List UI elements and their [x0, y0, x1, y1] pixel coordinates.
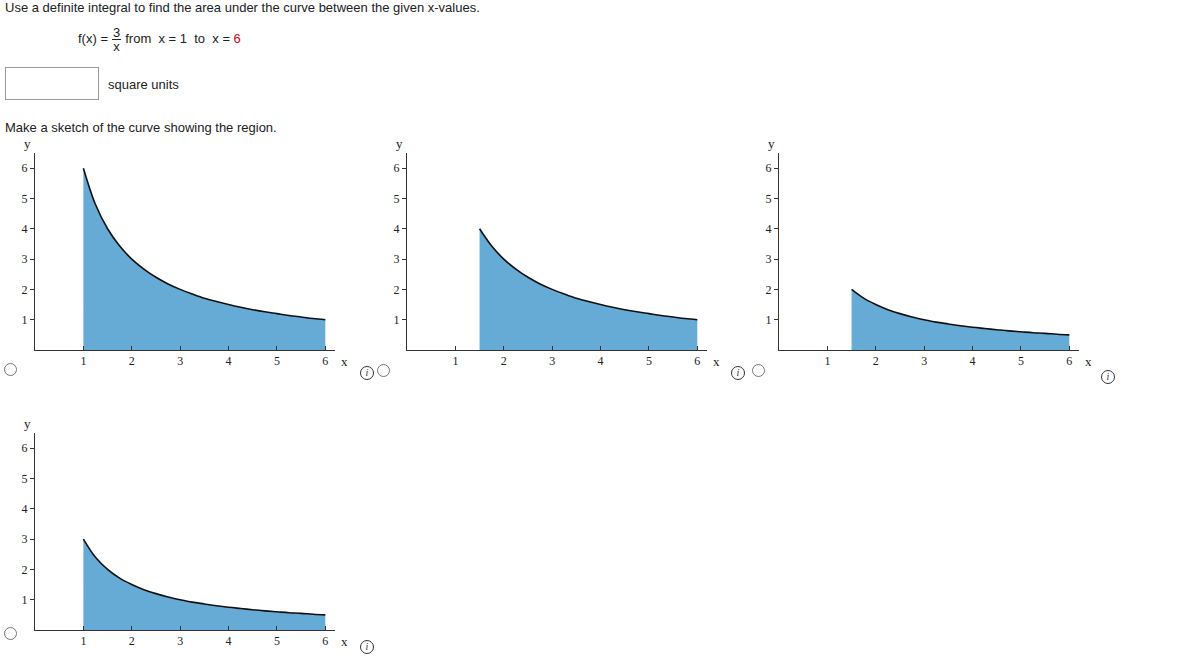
svg-text:2: 2 [129, 354, 135, 368]
svg-text:1: 1 [394, 313, 400, 327]
svg-text:1: 1 [22, 593, 28, 607]
svg-text:2: 2 [22, 563, 28, 577]
svg-text:6: 6 [22, 441, 28, 455]
svg-text:6: 6 [394, 161, 400, 175]
svg-text:2: 2 [394, 283, 400, 297]
svg-text:4: 4 [394, 222, 400, 236]
html-text:i: i [365, 641, 369, 652]
html-text:i: i [736, 367, 740, 378]
html-text:i: i [1106, 371, 1110, 382]
svg-text:5: 5 [22, 472, 28, 486]
svg-text:3: 3 [549, 354, 555, 368]
html-text:Use a definite integral to fin: Use a definite integral to find the area… [5, 0, 480, 15]
svg-text:x: x [341, 354, 348, 369]
svg-text:3: 3 [394, 252, 400, 266]
html-text:from x = 1 to x = 6: from x = 1 to x = 6 [125, 30, 241, 46]
svg-text:3: 3 [766, 252, 772, 266]
svg-text:4: 4 [598, 354, 604, 368]
svg-text:2: 2 [129, 634, 135, 648]
svg-text:y: y [768, 136, 775, 151]
svg-text:1: 1 [80, 354, 86, 368]
svg-text:3: 3 [22, 532, 28, 546]
svg-text:6: 6 [766, 161, 772, 175]
svg-text:3: 3 [22, 252, 28, 266]
html-text:f(x) = 3: f(x) = 3 [78, 25, 121, 46]
svg-text:3: 3 [177, 354, 183, 368]
svg-text:y: y [396, 136, 403, 151]
svg-text:5: 5 [646, 354, 652, 368]
svg-text:1: 1 [80, 634, 86, 648]
svg-text:5: 5 [766, 192, 772, 206]
svg-text:x: x [713, 354, 720, 369]
svg-text:4: 4 [22, 502, 28, 516]
svg-text:5: 5 [274, 634, 280, 648]
svg-text:y: y [24, 136, 31, 151]
svg-text:4: 4 [226, 634, 232, 648]
svg-text:4: 4 [22, 222, 28, 236]
svg-text:2: 2 [22, 283, 28, 297]
svg-text:5: 5 [1018, 354, 1024, 368]
html-text:Make a sketch of the curve sho: Make a sketch of the curve showing the r… [5, 120, 277, 135]
svg-text:4: 4 [766, 222, 772, 236]
svg-text:4: 4 [226, 354, 232, 368]
svg-text:6: 6 [322, 634, 328, 648]
svg-text:1: 1 [766, 313, 772, 327]
svg-text:y: y [24, 416, 31, 431]
svg-text:4: 4 [970, 354, 976, 368]
svg-text:2: 2 [501, 354, 507, 368]
html-text:i: i [365, 367, 369, 378]
svg-text:5: 5 [274, 354, 280, 368]
svg-text:6: 6 [322, 354, 328, 368]
svg-text:6: 6 [1066, 354, 1072, 368]
svg-text:2: 2 [766, 283, 772, 297]
html-text:x: x [113, 39, 120, 54]
svg-text:1: 1 [22, 313, 28, 327]
svg-text:1: 1 [824, 354, 830, 368]
svg-text:5: 5 [22, 192, 28, 206]
svg-text:6: 6 [22, 161, 28, 175]
svg-text:6: 6 [694, 354, 700, 368]
svg-text:5: 5 [394, 192, 400, 206]
svg-text:x: x [341, 634, 348, 649]
svg-text:3: 3 [177, 634, 183, 648]
svg-text:3: 3 [921, 354, 927, 368]
svg-text:x: x [1085, 354, 1092, 369]
svg-text:2: 2 [873, 354, 879, 368]
svg-text:1: 1 [452, 354, 458, 368]
html-text:square units: square units [108, 77, 179, 92]
